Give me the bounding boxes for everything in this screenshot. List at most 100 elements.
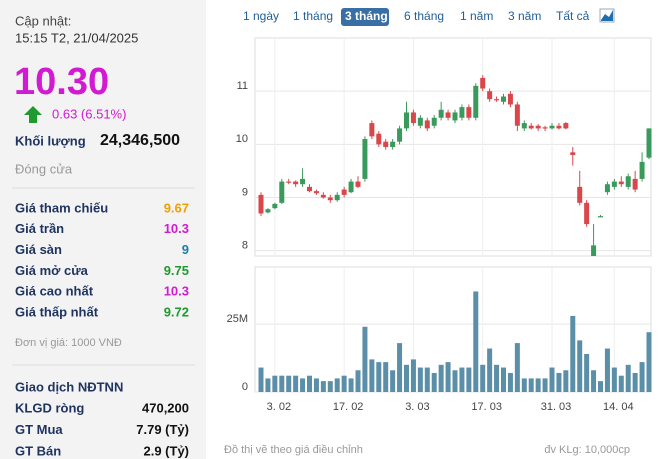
candle-body <box>300 178 306 185</box>
volume-bar <box>549 367 555 392</box>
candle-body <box>528 125 534 129</box>
unit-note: Đơn vị giá: 1000 VNĐ <box>15 337 122 349</box>
volume-bar <box>293 375 299 392</box>
candle-body <box>501 96 506 102</box>
y-tick-label: 0 <box>242 381 248 393</box>
candle-body <box>258 194 264 214</box>
up-arrow <box>24 106 42 123</box>
volume-bar <box>452 370 458 392</box>
volume-bar <box>438 364 444 392</box>
candle-body <box>646 128 652 158</box>
volume-bar <box>625 364 631 392</box>
volume-bar <box>369 359 375 392</box>
y-tick-label: 9 <box>242 186 248 198</box>
candle-body <box>404 112 409 129</box>
candle-body <box>334 194 340 201</box>
range-tab[interactable]: 6 tháng <box>404 9 444 23</box>
volume-bar <box>376 362 382 392</box>
volume-bar <box>341 375 347 392</box>
volume-bar <box>404 364 409 392</box>
x-tick-label: 17. 03 <box>471 401 502 413</box>
candle-body <box>452 112 458 121</box>
row-value: 9.75 <box>164 263 189 278</box>
volume-bar <box>417 367 423 392</box>
volume-bar <box>397 343 403 392</box>
volume-bar <box>279 375 285 392</box>
volume-bar <box>424 367 430 392</box>
volume-bar <box>410 359 416 392</box>
candle-body <box>521 123 527 129</box>
x-tick-label: 14. 04 <box>603 401 634 413</box>
candle-body <box>293 181 299 185</box>
volume-bar <box>570 315 576 392</box>
candle-body <box>618 181 624 185</box>
volume-bar <box>535 378 541 392</box>
range-tab[interactable]: 1 năm <box>460 9 493 23</box>
row-label: Giá thấp nhất <box>15 304 99 319</box>
row-value: 9 <box>182 242 189 257</box>
volume-bar <box>286 375 292 392</box>
candle-body <box>459 107 465 118</box>
volume-bar <box>431 372 437 392</box>
volume-bar <box>528 378 534 392</box>
row-label: Giá cao nhất <box>15 284 94 299</box>
update-label: Cập nhật: <box>15 13 71 28</box>
volume-bar <box>487 348 493 392</box>
range-tab-selected[interactable] <box>341 8 390 26</box>
range-tab[interactable]: 1 tháng <box>293 9 333 23</box>
candle-body <box>424 120 430 129</box>
volume-bar <box>390 370 396 392</box>
range-tab[interactable]: 1 ngày <box>243 9 279 23</box>
volume-bar <box>265 378 271 392</box>
volume-label: Khối lượng <box>15 133 86 148</box>
volume-bar <box>494 364 500 392</box>
candle-body <box>604 184 610 193</box>
volume-bar <box>300 378 306 392</box>
candle-body <box>320 194 326 198</box>
volume-bar <box>362 326 368 392</box>
candle-body <box>313 191 319 194</box>
volume-bar <box>632 372 638 392</box>
range-tab[interactable]: 3 tháng <box>345 9 388 23</box>
y-tick-label: 11 <box>237 80 248 92</box>
candle-body <box>327 197 333 201</box>
candle-body <box>417 117 423 126</box>
candle-body <box>632 178 638 190</box>
candle-body <box>369 123 375 137</box>
range-tab[interactable]: Tất cả <box>556 9 590 23</box>
volume-bar <box>320 381 326 392</box>
icon-shape <box>601 10 613 21</box>
foreign-label: GT Bán <box>15 443 61 458</box>
candle-body <box>549 125 555 129</box>
row-label: Giá tham chiếu <box>15 200 108 215</box>
update-time: 15:15 T2, 21/04/2025 <box>15 30 138 45</box>
candle-body <box>355 181 361 187</box>
change: 0.63 (6.51%) <box>52 106 126 121</box>
row-value: 10.3 <box>164 221 189 236</box>
range-tab[interactable]: 3 năm <box>508 9 541 23</box>
candle-body <box>480 77 486 89</box>
candle-body <box>410 112 416 124</box>
volume-bar <box>556 372 562 392</box>
y-tick-label: 10 <box>236 133 248 145</box>
candle-body <box>563 123 569 129</box>
candle-body <box>397 128 403 142</box>
chart-icon[interactable] <box>599 8 615 23</box>
price-frame <box>254 37 652 257</box>
volume-bar <box>639 362 645 392</box>
candle-body <box>279 181 285 203</box>
candle-body <box>473 85 479 118</box>
volume-bar <box>327 381 333 392</box>
row-value: 9.67 <box>164 200 189 215</box>
foreign-value: 470,200 <box>142 400 189 415</box>
candle-body <box>390 141 396 147</box>
x-tick-label: 17. 02 <box>333 401 364 413</box>
volume-bar <box>598 381 603 392</box>
volume-bar <box>646 332 652 392</box>
candle-body <box>307 186 312 192</box>
y-tick-label: 25M <box>227 313 248 325</box>
candle-body <box>591 245 597 256</box>
candle-body <box>577 186 583 203</box>
x-tick-label: 3. 03 <box>405 401 429 413</box>
candle-body <box>556 125 562 129</box>
